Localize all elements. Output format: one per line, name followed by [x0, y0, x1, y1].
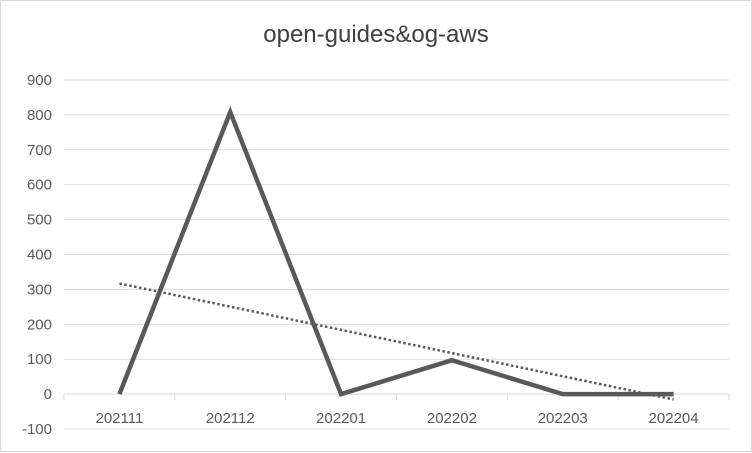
y-tick-label: 400 — [27, 247, 52, 264]
y-tick-label: -100 — [22, 421, 52, 438]
x-tick-label: 202203 — [538, 410, 588, 427]
chart-title: open-guides&og-aws — [263, 21, 489, 48]
gridlines — [64, 79, 729, 430]
y-tick-label: 800 — [27, 107, 52, 124]
x-tick-label: 202111 — [96, 410, 144, 427]
x-tick-label: 202112 — [206, 410, 255, 427]
trendline — [119, 282, 674, 401]
trendline-layer — [119, 282, 674, 401]
y-tick-label: 900 — [27, 72, 52, 89]
series-layer — [117, 105, 674, 397]
axes: -100 0 100 200 300 400 500 600 700 800 900 202111 20… — [22, 72, 730, 438]
y-tick-label: 700 — [27, 142, 52, 159]
y-tick-label: 600 — [27, 177, 52, 194]
x-tick-label: 202201 — [316, 410, 366, 427]
y-tick-label: 200 — [27, 316, 52, 333]
y-tick-label: 300 — [27, 281, 52, 298]
series-line — [117, 105, 674, 397]
y-tick-label: 0 — [44, 386, 52, 403]
y-tick-label: 500 — [27, 212, 52, 229]
x-tick-label: 202202 — [427, 410, 477, 427]
y-tick-label: 100 — [27, 351, 52, 368]
x-tick-label: 202204 — [649, 410, 699, 427]
